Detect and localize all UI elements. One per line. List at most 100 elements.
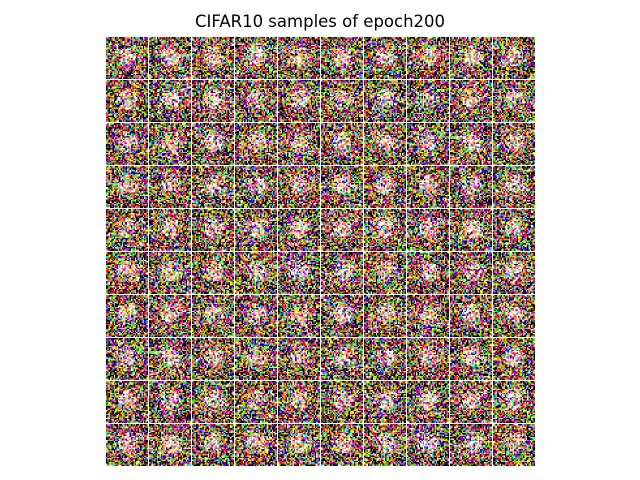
- sample-image: [450, 424, 492, 466]
- sample-image: [321, 381, 363, 423]
- sample-image: [407, 209, 449, 251]
- sample-image: [106, 123, 148, 165]
- sample-image: [278, 338, 320, 380]
- sample-image: [364, 80, 406, 122]
- sample-image: [321, 209, 363, 251]
- figure-title: CIFAR10 samples of epoch200: [194, 12, 446, 31]
- sample-image: [192, 424, 234, 466]
- sample-image: [192, 338, 234, 380]
- sample-image: [106, 166, 148, 208]
- sample-image: [321, 37, 363, 79]
- sample-image: [192, 80, 234, 122]
- sample-image: [149, 80, 191, 122]
- sample-image: [407, 338, 449, 380]
- sample-image: [106, 209, 148, 251]
- sample-image: [364, 381, 406, 423]
- sample-image: [321, 80, 363, 122]
- sample-image: [149, 338, 191, 380]
- sample-image: [278, 381, 320, 423]
- sample-image: [321, 295, 363, 337]
- sample-image: [450, 338, 492, 380]
- sample-image: [149, 381, 191, 423]
- sample-image: [493, 166, 535, 208]
- sample-image: [407, 123, 449, 165]
- sample-image: [364, 424, 406, 466]
- sample-image: [106, 80, 148, 122]
- sample-image: [450, 209, 492, 251]
- sample-image: [149, 209, 191, 251]
- sample-image: [106, 295, 148, 337]
- sample-image: [235, 424, 277, 466]
- sample-image: [493, 338, 535, 380]
- sample-image: [321, 338, 363, 380]
- sample-image: [235, 166, 277, 208]
- sample-image: [407, 166, 449, 208]
- sample-image: [149, 424, 191, 466]
- sample-image: [149, 166, 191, 208]
- sample-image: [235, 123, 277, 165]
- sample-image: [278, 123, 320, 165]
- sample-image: [149, 252, 191, 294]
- sample-image: [192, 37, 234, 79]
- sample-image: [364, 209, 406, 251]
- sample-image: [192, 209, 234, 251]
- sample-image: [364, 252, 406, 294]
- sample-image: [407, 80, 449, 122]
- sample-image: [364, 166, 406, 208]
- sample-image: [278, 295, 320, 337]
- sample-image: [450, 166, 492, 208]
- sample-image: [407, 37, 449, 79]
- sample-image: [364, 295, 406, 337]
- sample-image: [321, 123, 363, 165]
- sample-image: [192, 295, 234, 337]
- sample-image: [235, 80, 277, 122]
- sample-image: [235, 37, 277, 79]
- sample-image: [493, 123, 535, 165]
- sample-image: [192, 381, 234, 423]
- sample-image: [321, 166, 363, 208]
- sample-image: [278, 209, 320, 251]
- sample-image: [450, 123, 492, 165]
- sample-image: [407, 424, 449, 466]
- sample-image: [278, 424, 320, 466]
- sample-image: [149, 123, 191, 165]
- sample-image: [106, 338, 148, 380]
- sample-image: [321, 252, 363, 294]
- sample-image: [192, 252, 234, 294]
- sample-image: [235, 381, 277, 423]
- sample-image: [106, 381, 148, 423]
- sample-image: [407, 252, 449, 294]
- sample-image: [493, 252, 535, 294]
- sample-image: [235, 252, 277, 294]
- sample-image: [321, 424, 363, 466]
- sample-image: [106, 424, 148, 466]
- sample-image: [192, 123, 234, 165]
- sample-image: [450, 37, 492, 79]
- sample-image: [278, 252, 320, 294]
- sample-image: [235, 338, 277, 380]
- sample-image: [493, 37, 535, 79]
- sample-image: [450, 252, 492, 294]
- sample-image: [149, 295, 191, 337]
- sample-image: [106, 252, 148, 294]
- sample-image: [407, 295, 449, 337]
- sample-image: [493, 381, 535, 423]
- sample-image: [450, 381, 492, 423]
- sample-image: [493, 209, 535, 251]
- sample-image: [450, 295, 492, 337]
- sample-image: [278, 37, 320, 79]
- sample-image: [493, 424, 535, 466]
- sample-image: [278, 80, 320, 122]
- sample-image: [364, 338, 406, 380]
- sample-image: [192, 166, 234, 208]
- sample-image: [493, 80, 535, 122]
- sample-image: [278, 166, 320, 208]
- sample-image: [407, 381, 449, 423]
- sample-image-grid: [106, 37, 535, 466]
- sample-image: [235, 209, 277, 251]
- sample-image: [364, 37, 406, 79]
- sample-image: [149, 37, 191, 79]
- sample-image: [450, 80, 492, 122]
- sample-image: [364, 123, 406, 165]
- sample-image: [493, 295, 535, 337]
